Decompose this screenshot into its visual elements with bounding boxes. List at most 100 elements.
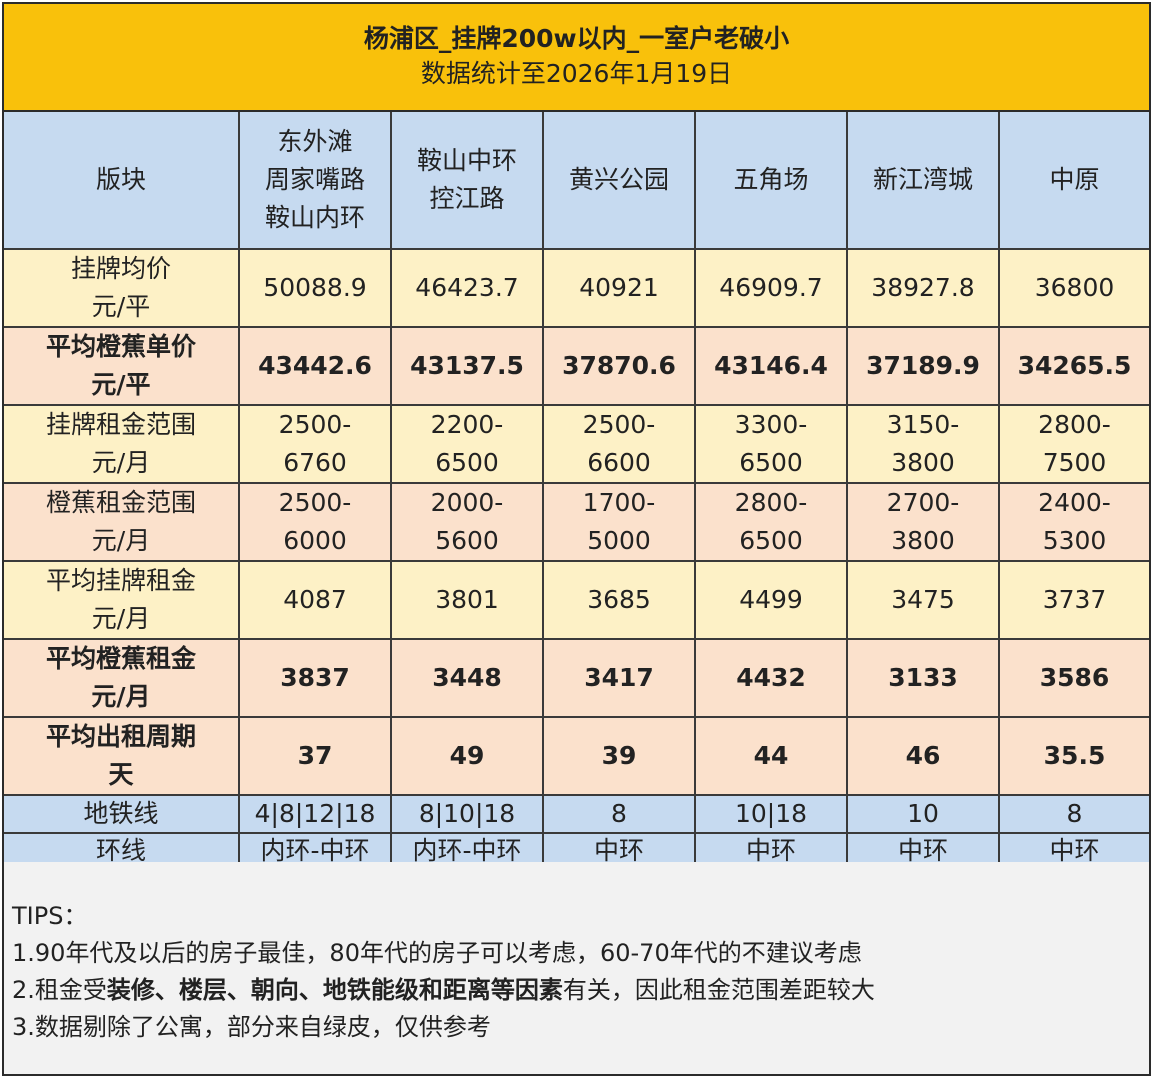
data-cell: 50088.9 xyxy=(238,248,392,328)
row-avg-rent: 平均橙蕉租金 元/月 3837 3448 3417 4432 3133 3586 xyxy=(4,638,1149,718)
cell-line: 2400- xyxy=(1038,488,1111,517)
tip-2-prefix: 2.租金受 xyxy=(12,976,107,1004)
cell-line: 2800- xyxy=(734,488,808,517)
cell-line: 1700- xyxy=(582,488,656,517)
tip-3: 3.数据剔除了公寓，部分来自绿皮，仅供参考 xyxy=(12,1013,491,1041)
cell-line: 5600 xyxy=(435,526,499,555)
data-cell: 37189.9 xyxy=(846,326,1000,406)
data-cell: 2800- 6500 xyxy=(694,482,848,562)
data-cell: 3685 xyxy=(542,560,696,640)
row-label-line: 元/月 xyxy=(91,604,151,633)
data-cell: 中环 xyxy=(998,832,1149,870)
data-cell: 8|10|18 xyxy=(390,794,544,834)
header-line: 周家嘴路 xyxy=(264,165,365,194)
header-line: 五角场 xyxy=(733,165,809,194)
row-label-line: 平均挂牌租金 xyxy=(45,566,196,595)
cell-line: 6500 xyxy=(739,526,803,555)
data-cell: 10|18 xyxy=(694,794,848,834)
row-avg-listing-rent: 平均挂牌租金 元/月 4087 3801 3685 4499 3475 3737 xyxy=(4,560,1149,640)
data-cell: 3417 xyxy=(542,638,696,718)
report-date: 数据统计至2026年1月19日 xyxy=(420,59,733,88)
row-label-line: 元/平 xyxy=(91,292,151,321)
data-cell: 36800 xyxy=(998,248,1149,328)
row-label-line: 环线 xyxy=(95,836,146,865)
data-cell: 3837 xyxy=(238,638,392,718)
data-cell: 40921 xyxy=(542,248,696,328)
header-line: 鞍山中环 xyxy=(416,146,517,175)
row-listing-rent-range: 挂牌租金范围 元/月 2500- 6760 2200- 6500 2500- 6600 3300… xyxy=(4,404,1149,484)
header-row: 版块 东外滩 周家嘴路 鞍山内环 鞍山中环 控江路 黄兴公园 五角场 新江湾城 中原 xyxy=(4,112,1149,250)
row-rental-period: 平均出租周期天 37 49 39 44 46 35.5 xyxy=(4,716,1149,796)
data-cell: 2500- 6000 xyxy=(238,482,392,562)
data-cell: 8 xyxy=(998,794,1149,834)
header-cell: 中原 xyxy=(998,112,1149,250)
row-label: 平均橙蕉单价 元/平 xyxy=(4,326,240,406)
data-cell: 43442.6 xyxy=(238,326,392,406)
cell-line: 2500- xyxy=(278,410,352,439)
data-cell: 2500- 6600 xyxy=(542,404,696,484)
row-listing-price: 挂牌均价 元/平 50088.9 46423.7 40921 46909.7 38927.8… xyxy=(4,248,1149,328)
row-label-line: 橙蕉租金范围 xyxy=(45,488,196,517)
data-cell: 46909.7 xyxy=(694,248,848,328)
data-cell: 2200- 6500 xyxy=(390,404,544,484)
row-metro-lines: 地铁线 4|8|12|18 8|10|18 8 10|18 10 8 xyxy=(4,794,1149,834)
data-cell: 3475 xyxy=(846,560,1000,640)
tips-heading: TIPS： xyxy=(12,902,88,930)
row-label-line: 元/平 xyxy=(91,370,151,399)
tip-1: 1.90年代及以后的房子最佳，80年代的房子可以考虑，60-70年代的不建议考虑 xyxy=(12,939,862,967)
data-cell: 2700- 3800 xyxy=(846,482,1000,562)
row-label-line: 平均橙蕉单价 xyxy=(45,332,196,361)
cell-line: 2500- xyxy=(582,410,656,439)
data-cell: 2000- 5600 xyxy=(390,482,544,562)
data-cell: 4087 xyxy=(238,560,392,640)
cell-line: 2500- xyxy=(278,488,352,517)
data-cell: 46423.7 xyxy=(390,248,544,328)
data-cell: 3586 xyxy=(998,638,1149,718)
row-label-line: 平均橙蕉租金 xyxy=(45,644,196,673)
data-cell: 35.5 xyxy=(998,716,1149,796)
cell-line: 6760 xyxy=(283,448,347,477)
cell-line: 3800 xyxy=(891,526,955,555)
header-cell-label: 版块 xyxy=(4,112,240,250)
data-cell: 39 xyxy=(542,716,696,796)
tip-2-suffix: 有关，因此租金范围差距较大 xyxy=(562,976,875,1004)
cell-line: 3150- xyxy=(886,410,960,439)
data-cell: 44 xyxy=(694,716,848,796)
cell-line: 7500 xyxy=(1042,448,1107,477)
header-line: 鞍山内环 xyxy=(264,203,365,232)
header-line: 控江路 xyxy=(429,184,505,213)
row-label: 平均橙蕉租金 元/月 xyxy=(4,638,240,718)
row-label-line: 挂牌均价 xyxy=(70,254,171,283)
data-cell: 46 xyxy=(846,716,1000,796)
cell-line: 3800 xyxy=(891,448,955,477)
cell-line: 2200- xyxy=(430,410,504,439)
row-label-line: 元/月 xyxy=(91,526,151,555)
row-label: 挂牌租金范围 元/月 xyxy=(4,404,240,484)
tips-panel: TIPS： 1.90年代及以后的房子最佳，80年代的房子可以考虑，60-70年代… xyxy=(4,862,1149,1074)
row-label: 挂牌均价元/平 xyxy=(4,248,240,328)
cell-line: 6500 xyxy=(739,448,803,477)
row-rent-range: 橙蕉租金范围 元/月 2500- 6000 2000- 5600 1700- 5000 2800… xyxy=(4,482,1149,562)
data-cell: 3448 xyxy=(390,638,544,718)
header-line: 中原 xyxy=(1049,165,1100,194)
tip-2: 2.租金受装修、楼层、朝向、地铁能级和距离等因素有关，因此租金范围差距较大 xyxy=(12,972,1141,1009)
cell-line: 2800- xyxy=(1038,410,1111,439)
title-banner: 杨浦区_挂牌200w以内_一室户老破小 数据统计至2026年1月19日 xyxy=(4,4,1149,112)
row-label-line: 平均出租周期 xyxy=(45,722,196,751)
header-cell: 东外滩 周家嘴路 鞍山内环 xyxy=(238,112,392,250)
data-cell: 4432 xyxy=(694,638,848,718)
report-title: 杨浦区_挂牌200w以内_一室户老破小 xyxy=(363,24,790,53)
data-cell: 43137.5 xyxy=(390,326,544,406)
data-cell: 10 xyxy=(846,794,1000,834)
data-cell: 37870.6 xyxy=(542,326,696,406)
row-label: 地铁线 xyxy=(4,794,240,834)
data-cell: 3801 xyxy=(390,560,544,640)
row-label-line: 元/月 xyxy=(91,448,151,477)
row-label: 平均出租周期天 xyxy=(4,716,240,796)
data-cell: 3150- 3800 xyxy=(846,404,1000,484)
data-cell: 43146.4 xyxy=(694,326,848,406)
row-label: 环线 xyxy=(4,832,240,870)
header-line: 黄兴公园 xyxy=(568,165,669,194)
data-table: 版块 东外滩 周家嘴路 鞍山内环 鞍山中环 控江路 黄兴公园 五角场 新江湾城 中原 … xyxy=(4,112,1149,870)
